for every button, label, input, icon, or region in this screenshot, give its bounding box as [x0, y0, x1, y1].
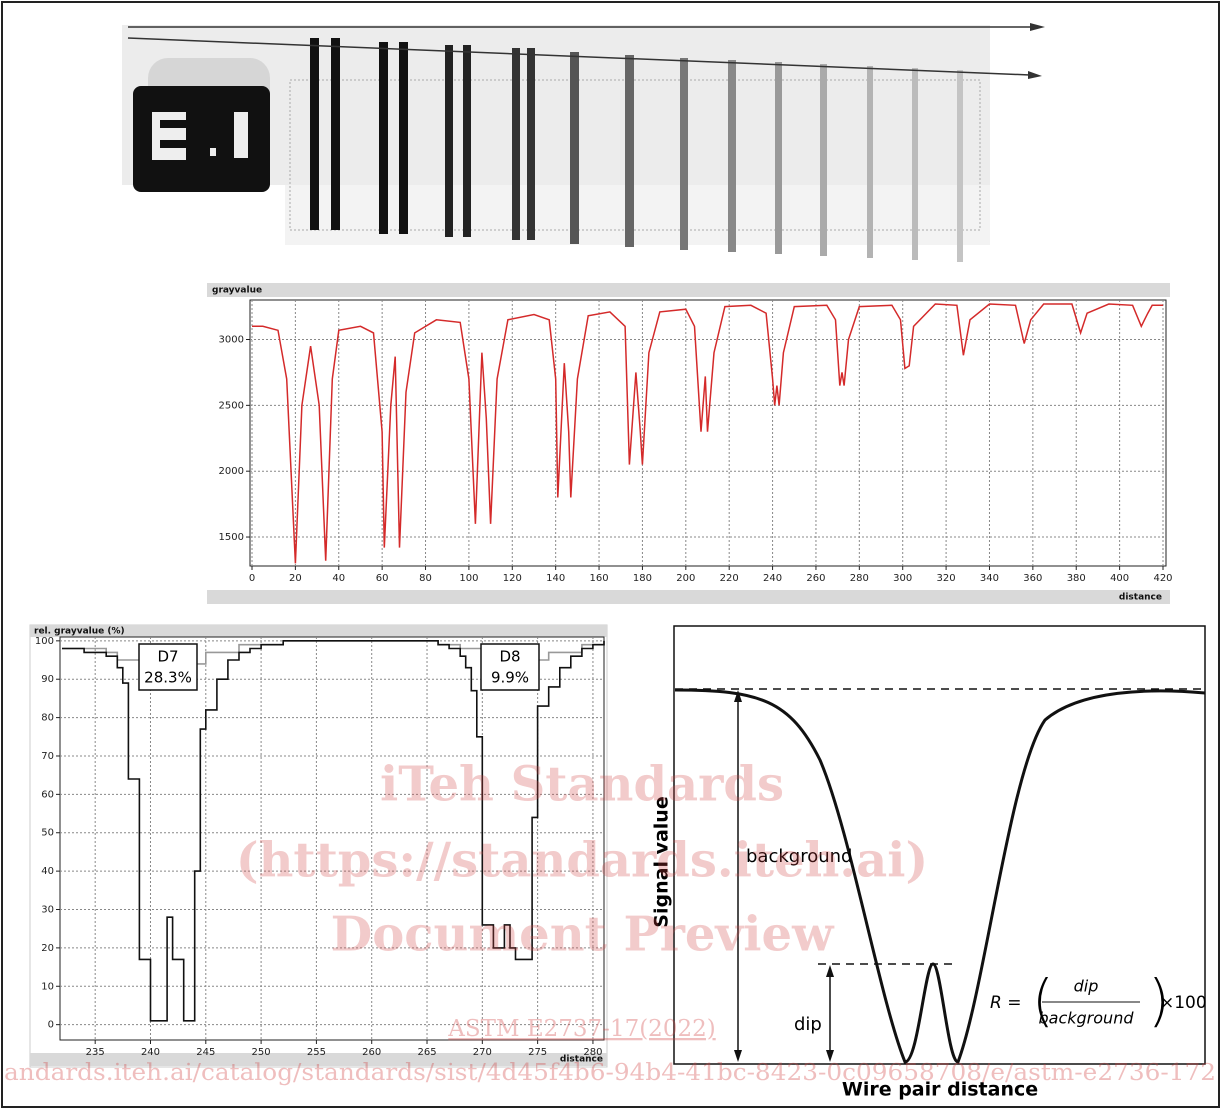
x-tick-label: 280 — [850, 573, 869, 584]
formula-lhs: R = — [990, 993, 1021, 1013]
panel-header — [207, 283, 1170, 297]
y-tick-label: 20 — [41, 943, 54, 954]
x-tick-label: 140 — [546, 573, 565, 584]
figure: grayvalue distance rel. grayvalue (%) di… — [0, 0, 1222, 1110]
formula-denominator: background — [1039, 1009, 1135, 1028]
annotation-value: 28.3% — [144, 669, 192, 687]
x-axis-title: distance — [1119, 593, 1162, 603]
watermark: Document Preview — [331, 907, 835, 963]
x-tick-label: 275 — [528, 1047, 547, 1058]
x-tick-label: 320 — [937, 573, 956, 584]
x-tick-label: 120 — [503, 573, 522, 584]
x-tick-label: 340 — [980, 573, 999, 584]
watermark: ASTM E2737-17(2022) — [447, 1016, 715, 1042]
y-tick-label: 80 — [41, 713, 54, 724]
annotation-value: 9.9% — [491, 669, 529, 687]
x-tick-label: 100 — [459, 573, 478, 584]
x-tick-label: 0 — [249, 573, 255, 584]
y-tick-label: 10 — [41, 981, 54, 992]
watermark: andards.iteh.ai/catalog/standards/sist/4… — [4, 1060, 1216, 1086]
x-tick-label: 200 — [676, 573, 695, 584]
x-tick-label: 260 — [362, 1047, 381, 1058]
x-tick-label: 220 — [720, 573, 739, 584]
x-tick-label: 60 — [376, 573, 389, 584]
x-tick-label: 255 — [307, 1047, 326, 1058]
x-tick-label: 245 — [196, 1047, 215, 1058]
y-tick-label: 40 — [41, 866, 54, 877]
y-tick-label: 70 — [41, 751, 54, 762]
watermark: (https://standards.iteh.ai) — [236, 833, 928, 889]
x-tick-label: 80 — [419, 573, 432, 584]
x-tick-label: 360 — [1023, 573, 1042, 584]
x-tick-label: 250 — [252, 1047, 271, 1058]
annotation-label: D8 — [499, 648, 520, 666]
x-tick-label: 420 — [1153, 573, 1172, 584]
y-tick-label: 3000 — [219, 335, 244, 346]
y-tick-label: 100 — [35, 636, 54, 647]
formula-numerator: dip — [1074, 977, 1099, 996]
x-tick-label: 40 — [332, 573, 345, 584]
y-axis-title: grayvalue — [212, 286, 262, 296]
x-tick-label: 180 — [633, 573, 652, 584]
panel-footer — [207, 590, 1170, 604]
y-tick-label: 2000 — [219, 466, 244, 477]
x-tick-label: 240 — [141, 1047, 160, 1058]
x-tick-label: 380 — [1067, 573, 1086, 584]
x-tick-label: 280 — [583, 1047, 602, 1058]
x-tick-label: 160 — [590, 573, 609, 584]
y-tick-label: 50 — [41, 828, 54, 839]
y-tick-label: 2500 — [219, 400, 244, 411]
y-tick-label: 90 — [41, 674, 54, 685]
y-tick-label: 1500 — [219, 532, 244, 543]
x-tick-label: 300 — [893, 573, 912, 584]
y-tick-label: 30 — [41, 905, 54, 916]
x-tick-label: 270 — [473, 1047, 492, 1058]
x-tick-label: 265 — [417, 1047, 436, 1058]
x-tick-label: 260 — [806, 573, 825, 584]
x-tick-label: 400 — [1110, 573, 1129, 584]
formula-factor: ×100 — [1160, 993, 1207, 1013]
x-tick-label: 235 — [86, 1047, 105, 1058]
y-tick-label: 60 — [41, 789, 54, 800]
label: dip — [794, 1014, 822, 1035]
annotation-label: D7 — [157, 648, 178, 666]
x-tick-label: 20 — [289, 573, 302, 584]
y-tick-label: 0 — [48, 1020, 54, 1031]
watermark: iTeh Standards — [380, 757, 784, 813]
x-tick-label: 240 — [763, 573, 782, 584]
